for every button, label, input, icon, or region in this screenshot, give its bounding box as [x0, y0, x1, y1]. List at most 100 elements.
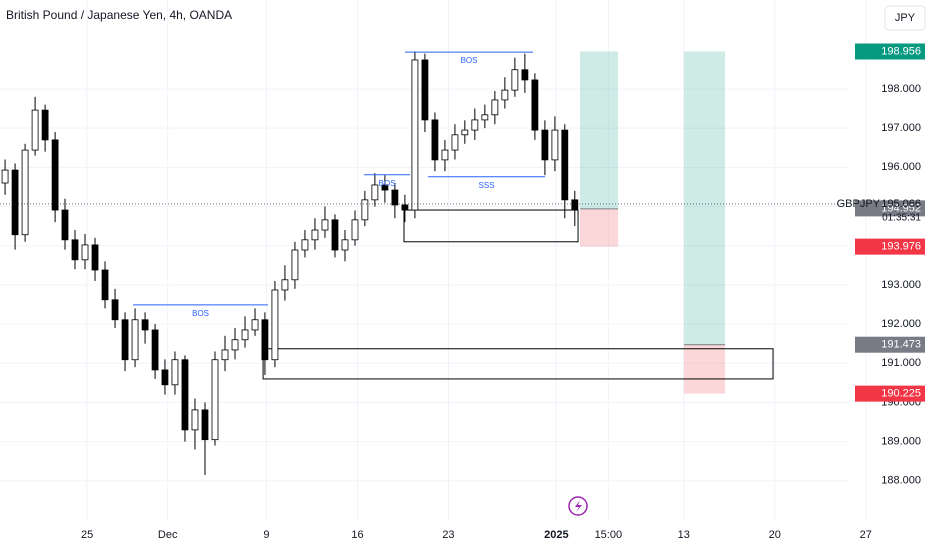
candle-body [381, 184, 389, 191]
candle-body [371, 184, 379, 201]
candle-body [41, 109, 49, 141]
candle-body [71, 239, 79, 261]
candle-body [501, 89, 509, 101]
x-tick-label: 23 [442, 529, 454, 541]
candle-body [421, 59, 429, 121]
x-tick-label: 15:00 [595, 529, 623, 541]
candle-body [31, 109, 39, 151]
annotation-label: BOS [379, 179, 396, 188]
currency-button[interactable] [884, 5, 926, 31]
candle-body [191, 409, 199, 431]
y-tick-label: 189.000 [881, 436, 921, 448]
countdown: 01:35:31 [882, 213, 921, 224]
candle-body [281, 279, 289, 291]
price-tag-label: 193.976 [881, 241, 921, 253]
price-tag [855, 336, 925, 353]
y-tick-label: 193.000 [881, 279, 921, 291]
candle-body [11, 169, 19, 236]
candle-body [241, 329, 249, 341]
candle-body [321, 219, 329, 231]
currency: JPY [895, 12, 916, 24]
candle-body [441, 149, 449, 161]
stop-zone [579, 208, 619, 247]
candle-body [271, 289, 279, 361]
zone [403, 209, 579, 243]
candle-body [201, 409, 209, 441]
candle-body [221, 349, 229, 361]
candle-body [571, 199, 579, 211]
candle-body [101, 269, 109, 301]
candle-body [1, 169, 9, 184]
candle-body [111, 299, 119, 321]
candle-body [391, 189, 399, 206]
x-tick-label: 9 [263, 529, 269, 541]
price-tag [855, 385, 925, 402]
candle-body [181, 359, 189, 431]
last-price-label: 195.066 [881, 198, 921, 210]
icon-bolt [575, 500, 582, 512]
candle-body [81, 244, 89, 261]
x-tick-label: 20 [769, 529, 781, 541]
candle-body [341, 239, 349, 251]
candle-body [401, 204, 409, 211]
candle-body [451, 134, 459, 151]
x-tick-label: 27 [860, 529, 872, 541]
candle-body [561, 129, 569, 201]
zone [262, 348, 774, 380]
y-tick-label: 197.000 [881, 122, 921, 134]
candle-body [91, 244, 99, 271]
candle-body [51, 139, 59, 211]
target-zone [683, 51, 726, 345]
price-tag [855, 43, 925, 60]
x-tick-label: 13 [678, 529, 690, 541]
x-tick-label: Dec [158, 529, 178, 541]
candle-body [431, 119, 439, 161]
candle-body [21, 149, 29, 236]
candle-body [551, 129, 559, 161]
candle-body [351, 219, 359, 241]
stop-zone [683, 344, 726, 394]
candle-body [481, 114, 489, 121]
candle-body [301, 239, 309, 251]
y-tick-label: 198.000 [881, 83, 921, 95]
candle-body [411, 59, 419, 211]
price-tag-label: 190.225 [881, 388, 921, 400]
candle-body [171, 359, 179, 386]
price-tag [855, 200, 925, 217]
y-tick-label: 188.000 [881, 475, 921, 487]
annotation-label: BOS [461, 56, 478, 65]
price-tag [855, 238, 925, 255]
symbol-label: GBPJPY [837, 198, 881, 210]
alert-icon[interactable] [568, 496, 588, 516]
candle-body [211, 359, 219, 441]
chart-title: British Pound / Japanese Yen, 4h, OANDA [6, 8, 232, 22]
candle-body [291, 249, 299, 281]
candle-body [471, 119, 479, 131]
candle-body [151, 329, 159, 371]
price-tag-label: 198.956 [881, 45, 921, 57]
candle-body [131, 319, 139, 361]
candle-body [311, 229, 319, 241]
candle-body [141, 319, 149, 331]
annotation-label: BOS [192, 309, 209, 318]
x-tick-label: 16 [351, 529, 363, 541]
y-tick-label: 196.000 [881, 161, 921, 173]
y-tick-label: 192.000 [881, 318, 921, 330]
candle-body [121, 319, 129, 361]
candle-body [251, 319, 259, 331]
candle-body [331, 219, 339, 251]
candle-body [521, 69, 529, 81]
candle-body [531, 79, 539, 131]
price-tag-label: 194.952 [881, 202, 921, 214]
x-tick-label: 25 [81, 529, 93, 541]
candle-body [511, 69, 519, 91]
annotation-label: SSS [479, 181, 495, 190]
candle-body [61, 209, 69, 241]
candle-body [461, 129, 469, 136]
price-tag-label: 191.473 [881, 339, 921, 351]
target-zone [579, 51, 619, 209]
candle-body [541, 129, 549, 161]
candle-body [361, 199, 369, 221]
